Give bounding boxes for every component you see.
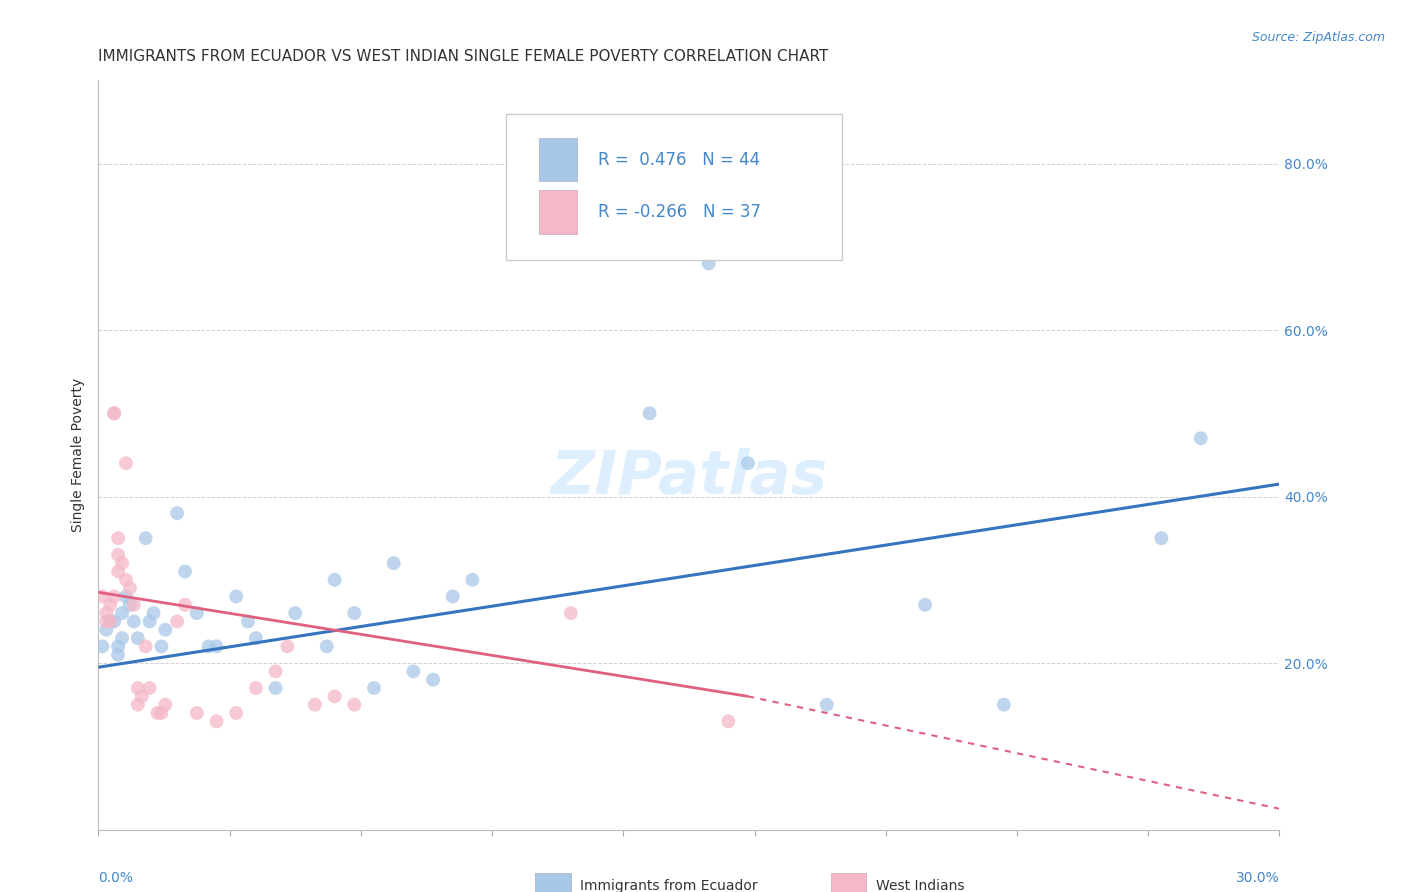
Point: [276, 640, 298, 654]
Point: [103, 406, 125, 420]
Point: [205, 640, 228, 654]
Point: [402, 665, 425, 679]
Point: [205, 714, 228, 729]
Point: [343, 606, 366, 620]
Point: [98, 615, 121, 629]
Text: 0.0%: 0.0%: [98, 871, 134, 885]
Point: [91, 640, 114, 654]
Point: [993, 698, 1015, 712]
FancyBboxPatch shape: [538, 190, 576, 234]
Text: R = -0.266   N = 37: R = -0.266 N = 37: [598, 203, 761, 221]
Point: [323, 573, 346, 587]
Point: [131, 690, 153, 704]
Y-axis label: Single Female Poverty: Single Female Poverty: [72, 378, 86, 532]
Point: [142, 606, 165, 620]
Point: [737, 456, 759, 470]
FancyBboxPatch shape: [538, 138, 576, 181]
Point: [107, 648, 129, 662]
Point: [127, 681, 149, 695]
Point: [96, 606, 118, 620]
Point: [166, 506, 188, 520]
Text: R =  0.476   N = 44: R = 0.476 N = 44: [598, 151, 761, 169]
Point: [422, 673, 444, 687]
Point: [461, 573, 484, 587]
Text: West Indians: West Indians: [876, 879, 965, 892]
Point: [264, 665, 287, 679]
Point: [186, 706, 208, 720]
Point: [115, 456, 138, 470]
Point: [225, 590, 247, 604]
Point: [343, 698, 366, 712]
Point: [103, 615, 125, 629]
Point: [127, 698, 149, 712]
Point: [245, 681, 267, 695]
Point: [103, 406, 125, 420]
Point: [118, 581, 141, 595]
Point: [560, 606, 582, 620]
Point: [315, 640, 337, 654]
Point: [107, 640, 129, 654]
Point: [98, 615, 121, 629]
Point: [174, 598, 197, 612]
Point: [914, 598, 936, 612]
Text: IMMIGRANTS FROM ECUADOR VS WEST INDIAN SINGLE FEMALE POVERTY CORRELATION CHART: IMMIGRANTS FROM ECUADOR VS WEST INDIAN S…: [98, 49, 828, 64]
Point: [186, 606, 208, 620]
Point: [96, 623, 118, 637]
Point: [135, 531, 157, 545]
Point: [1189, 431, 1212, 445]
Point: [115, 590, 138, 604]
FancyBboxPatch shape: [506, 114, 842, 260]
Point: [717, 714, 740, 729]
Point: [284, 606, 307, 620]
Point: [118, 598, 141, 612]
Point: [150, 640, 173, 654]
Point: [111, 631, 134, 645]
Point: [697, 256, 720, 270]
Point: [174, 565, 197, 579]
Point: [122, 598, 145, 612]
Point: [96, 615, 118, 629]
Point: [225, 706, 247, 720]
Point: [103, 590, 125, 604]
Point: [155, 623, 177, 637]
Point: [155, 698, 177, 712]
Point: [150, 706, 173, 720]
Point: [304, 698, 326, 712]
Point: [138, 615, 160, 629]
Point: [115, 573, 138, 587]
FancyBboxPatch shape: [831, 873, 866, 892]
Point: [127, 631, 149, 645]
Point: [245, 631, 267, 645]
Point: [236, 615, 259, 629]
Point: [264, 681, 287, 695]
Point: [1150, 531, 1173, 545]
Point: [135, 640, 157, 654]
Text: ZIPatlas: ZIPatlas: [550, 448, 828, 507]
Point: [98, 598, 121, 612]
Point: [107, 565, 129, 579]
Point: [138, 681, 160, 695]
Point: [363, 681, 385, 695]
Point: [107, 531, 129, 545]
Point: [197, 640, 219, 654]
Text: 30.0%: 30.0%: [1236, 871, 1279, 885]
Text: Immigrants from Ecuador: Immigrants from Ecuador: [581, 879, 758, 892]
Point: [382, 556, 405, 570]
Point: [638, 406, 661, 420]
Point: [146, 706, 169, 720]
Point: [111, 606, 134, 620]
Point: [107, 548, 129, 562]
Point: [111, 556, 134, 570]
Point: [166, 615, 188, 629]
Point: [815, 698, 838, 712]
Point: [91, 590, 114, 604]
Text: Source: ZipAtlas.com: Source: ZipAtlas.com: [1251, 31, 1385, 45]
FancyBboxPatch shape: [536, 873, 571, 892]
Point: [323, 690, 346, 704]
Point: [441, 590, 464, 604]
Point: [122, 615, 145, 629]
